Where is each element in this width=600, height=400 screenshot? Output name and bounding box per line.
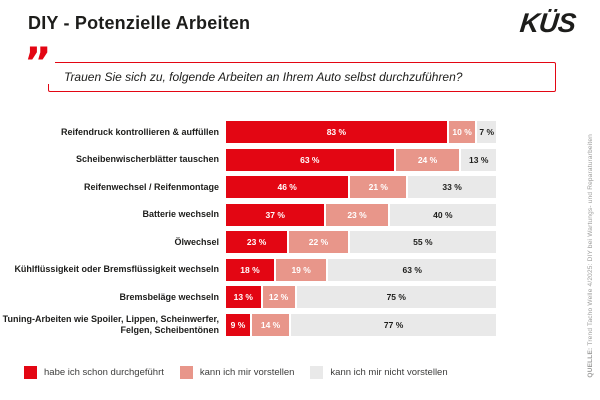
segment-value-label: 75 % [386,292,406,302]
category-label: Reifendruck kontrollieren & auffüllen [60,126,219,137]
bar-segment: 12 % [262,286,295,308]
category-label: Ölwechsel [174,236,219,247]
legend-swatch [310,366,324,379]
legend-swatch [179,366,193,379]
segment-value-label: 12 % [268,292,289,302]
segment-value-label: 21 % [368,182,388,192]
bar-segment: 55 % [349,231,496,253]
chart-row: Scheibenwischerblätter tauschen 63 % 24 % 1… [0,148,502,171]
bar-track: 9 % 14 % 77 % [226,313,496,336]
segment-value-label: 18 % [240,264,260,275]
segment-value-label: 10 % [452,127,472,137]
question-box: Trauen Sie sich zu, folgende Arbeiten an… [48,62,556,92]
bar-segment: 37 % [226,203,325,226]
segment-value-label: 63 % [402,264,422,275]
segment-value-label: 23 % [246,237,267,247]
source-note: QUELLE: Trend Tacho Welle 4/2025: DIY be… [587,134,594,378]
chart-row: Bremsbeläge wechseln 13 % 12 % 75 % [0,286,502,308]
legend-label: habe ich schon durchgeführt [44,367,164,378]
chart-row: Reifendruck kontrollieren & auffüllen 83 … [0,121,502,143]
legend-item: habe ich schon durchgeführt [24,366,164,379]
segment-value-label: 24 % [417,154,438,165]
bar-segment: 7 % [477,121,496,143]
bar-segment: 13 % [461,148,496,171]
bar-segment: 40 % [389,203,497,226]
bar-segment: 46 % [226,176,349,198]
segment-value-label: 55 % [413,237,433,247]
bar-segment: 75 % [296,286,496,308]
bar-segment: 13 % [226,286,261,308]
segment-value-label: 22 % [308,237,329,247]
category-label: Reifenwechsel / Reifenmontage [83,181,219,192]
bar-segment: 23 % [226,231,288,253]
bar-segment: 63 % [328,258,496,281]
chart-row: Ölwechsel 23 % 22 % 55 % [0,231,502,253]
segment-value-label: 40 % [433,209,453,220]
category-label: Kühlflüssigkeit oder Bremsflüssigkeit we… [14,264,219,275]
segment-value-label: 37 % [265,209,285,220]
chart-row: Tuning-Arbeiten wie Spoiler, Lippen, Sch… [0,313,502,336]
category-label: Batterie wechseln [142,209,219,220]
bar-segment: 63 % [226,148,394,171]
source-text: Trend Tacho Welle 4/2025: DIY bei Wartun… [587,134,594,347]
segment-value-label: 83 % [326,127,347,137]
category-label: Tuning-Arbeiten wie Spoiler, Lippen, Sch… [2,313,219,335]
bar-segment: 21 % [350,176,407,198]
bar-track: 37 % 23 % 40 % [226,203,497,226]
segment-value-label: 7 % [479,127,495,137]
page-title: DIY - Potenzielle Arbeiten [28,13,251,33]
bar-segment: 9 % [226,313,250,336]
legend-label: kann ich mir nicht vorstellen [330,367,448,378]
question-text: Trauen Sie sich zu, folgende Arbeiten an… [64,70,463,84]
segment-value-label: 19 % [291,264,311,275]
source-label: QUELLE: [587,348,594,378]
segment-value-label: 23 % [347,209,367,220]
chart-row: Reifenwechsel / Reifenmontage 46 % 21 % 33 … [0,176,502,198]
category-label: Scheibenwischerblätter tauschen [75,154,219,165]
bar-segment: 83 % [226,121,447,143]
bar-track: 63 % 24 % 13 % [226,148,496,171]
bar-segment: 19 % [275,258,327,281]
kus-logo: KÜS [518,8,578,38]
bar-segment: 10 % [448,121,476,143]
segment-value-label: 9 % [230,319,246,330]
legend-item: kann ich mir vorstellen [179,366,295,379]
bar-segment: 33 % [408,176,496,198]
bar-segment: 14 % [251,313,290,336]
quote-icon: ” [21,42,55,84]
bar-track: 23 % 22 % 55 % [226,231,496,253]
stacked-bar-chart: Reifendruck kontrollieren & auffüllen 83 … [0,121,502,341]
bar-segment: 24 % [395,148,460,171]
bar-track: 18 % 19 % 63 % [226,258,496,281]
segment-value-label: 14 % [260,319,281,330]
segment-value-label: 63 % [300,154,320,165]
segment-value-label: 13 % [469,154,489,165]
legend-swatch [24,366,37,379]
chart-row: Batterie wechseln 37 % 23 % 40 % [0,203,502,226]
bar-segment: 22 % [289,231,348,253]
segment-value-label: 77 % [383,319,404,330]
segment-value-label: 46 % [277,182,297,192]
segment-value-label: 33 % [442,182,462,192]
bar-track: 83 % 10 % 7 % [226,121,496,143]
bar-track: 46 % 21 % 33 % [226,176,496,198]
bar-segment: 23 % [326,203,388,226]
segment-value-label: 13 % [233,292,253,302]
bar-segment: 77 % [291,313,496,336]
category-label: Bremsbeläge wechseln [119,291,219,302]
chart-row: Kühlflüssigkeit oder Bremsflüssigkeit we… [0,258,502,281]
bar-track: 13 % 12 % 75 % [226,286,496,308]
legend-label: kann ich mir vorstellen [199,367,295,378]
bar-segment: 18 % [226,258,274,281]
legend: habe ich schon durchgeführt kann ich mir … [24,366,448,379]
legend-item: kann ich mir nicht vorstellen [310,366,448,379]
